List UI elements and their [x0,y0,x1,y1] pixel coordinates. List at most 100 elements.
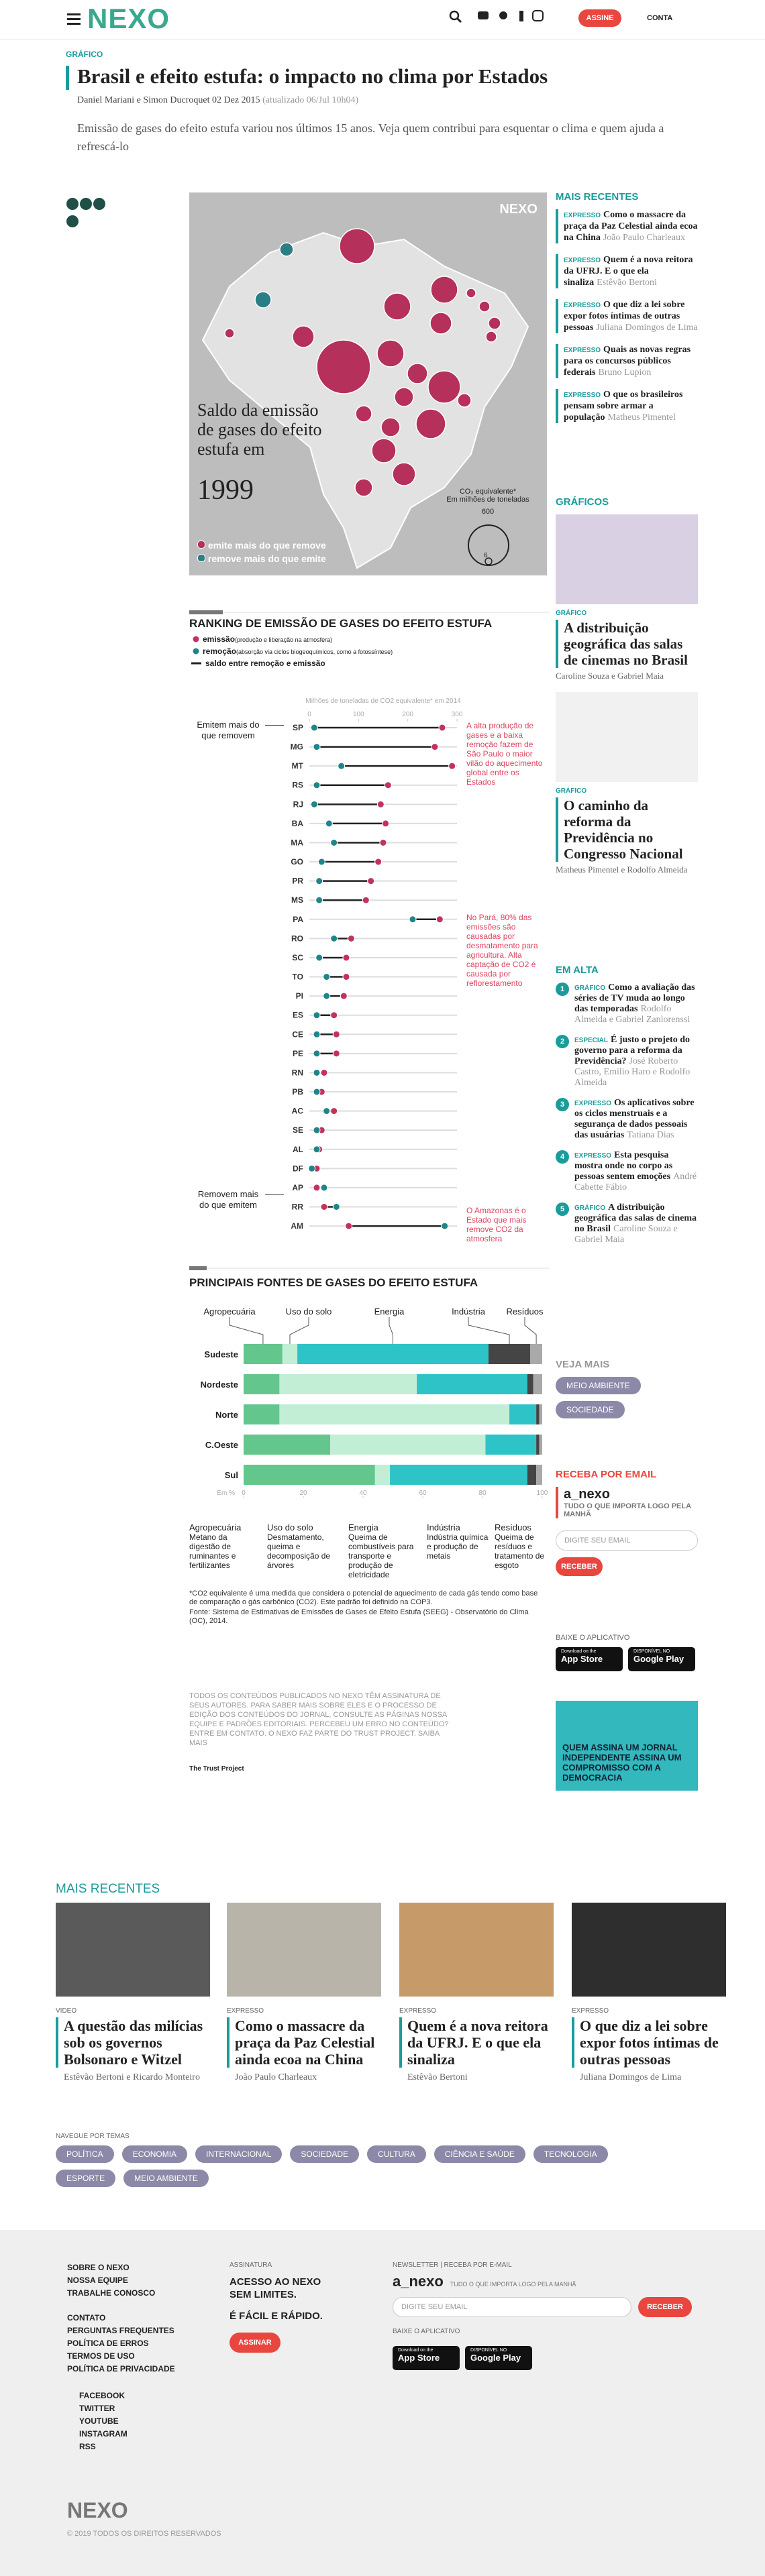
theme-chip[interactable]: SOCIEDADE [290,2145,360,2163]
authors: Daniel Mariani e Simon Ducroquet [77,95,210,105]
footer-link[interactable]: TERMOS DE USO [67,2351,135,2361]
recent-item[interactable]: EXPRESSO O que diz a lei sobre expor foto… [556,299,698,333]
email-button[interactable]: RECEBER [638,2297,692,2317]
trending-item[interactable]: 1 GRÁFICO Como a avaliação das séries de T… [556,983,698,1025]
category-label: PR [292,877,303,886]
sources-chart: PRINCIPAIS FONTES DE GASES DO EFEITO EST… [189,1266,549,1498]
x-tick-label: 300 [452,711,463,718]
email-input[interactable]: DIGITE SEU EMAIL [556,1530,698,1551]
footer-link[interactable]: PERGUNTAS FREQUENTES [67,2326,174,2335]
title-bar [66,66,69,90]
menu-icon[interactable] [67,12,82,25]
badge-big: Google Play [633,1654,684,1664]
app-badge[interactable]: DISPONÍVEL NO Google Play [628,1647,695,1671]
recent-item[interactable]: EXPRESSO O que os brasileiros pensam sobr… [556,389,698,423]
label-connector [524,1317,537,1344]
footer-link[interactable]: NOSSA EQUIPE [67,2276,128,2285]
emission-dot [340,992,348,1000]
photo[interactable] [56,1903,210,1997]
recent-item[interactable]: EXPRESSO Quais as novas regras para os co… [556,344,698,378]
headline[interactable]: A distribuição geográfica das salas de c… [556,620,698,668]
headline[interactable]: A questão das milícias sob os governos B… [56,2017,210,2068]
footer-link[interactable]: TRABALHE CONOSCO [67,2288,156,2298]
section-heading: MAIS RECENTES [56,1882,160,1896]
footer-link[interactable]: POLÍTICA DE ERROS [67,2339,149,2348]
sub-button[interactable]: ASSINAR [230,2333,280,2353]
legend-emit: emite mais do que remove [207,540,326,551]
bar-segment [533,1374,542,1394]
share-icons[interactable] [66,197,113,231]
theme-chip[interactable]: ESPORTE [56,2170,116,2187]
trending-item[interactable]: 5 GRÁFICO A distribuição geográfica das sa… [556,1202,698,1245]
category-label: PE [293,1049,303,1058]
x-tick-label: 60 [419,1490,427,1497]
email-button[interactable]: RECEBER [556,1557,603,1576]
photo[interactable] [399,1903,554,1997]
legend-swatch [192,635,200,643]
trending-item[interactable]: 2 ESPECIAL É justo o projeto do governo pa… [556,1035,698,1088]
headline[interactable]: Como o massacre da praça da Paz Celestia… [227,2017,381,2068]
headline[interactable]: O caminho da reforma da Previdência no C… [556,797,698,862]
trending-item[interactable]: 4 EXPRESSO Esta pesquisa mostra onde no co… [556,1150,698,1193]
footer-link[interactable]: SOBRE O NEXO [67,2263,130,2272]
theme-chip[interactable]: CIÊNCIA E SAÚDE [434,2145,525,2163]
headline[interactable]: Quem é a nova reitora da UFRJ. E o que e… [399,2017,554,2068]
category-label: TO [293,972,303,982]
author: José Roberto Castro, Emilio Haro e Rodol… [574,1056,691,1088]
copyright: © 2019 TODOS OS DIREITOS RESERVADOS [67,2530,221,2538]
author: Estêvão Bertoni [597,278,657,288]
subscribe-button[interactable]: ASSINE [578,9,621,27]
app-badge[interactable]: Download on the App Store [556,1647,623,1671]
ad-text: QUEM ASSINA UM JORNAL INDEPENDENTE ASSIN… [562,1742,682,1783]
author: Bruno Lupion [598,368,652,378]
label: BAIXE O APLICATIVO [393,2328,460,2335]
theme-chip[interactable]: INTERNACIONAL [195,2145,283,2163]
photo[interactable] [572,1903,726,1997]
thumbnail[interactable] [556,514,698,604]
footer-link[interactable]: YOUTUBE [79,2416,119,2426]
theme-chip[interactable]: CULTURA [367,2145,426,2163]
themes-heading: NAVEGUE POR TEMAS [56,2133,130,2140]
app-badge[interactable]: Download on the App Store [393,2346,460,2370]
kicker: EXPRESSO [227,2007,264,2015]
charts-list: GRÁFICOS GRÁFICO A distribuição geográfica… [556,496,698,886]
theme-chip[interactable]: MEIO AMBIENTE [123,2170,209,2187]
email-input[interactable]: DIGITE SEU EMAIL [393,2297,631,2317]
footnote: *CO2 equivalente é uma medida que consid… [189,1589,538,1606]
chart-title: PRINCIPAIS FONTES DE GASES DO EFEITO EST… [189,1276,478,1289]
footer-link[interactable]: POLÍTICA DE PRIVACIDADE [67,2364,175,2373]
footer-link[interactable]: RSS [79,2442,96,2451]
app-badge[interactable]: DISPONÍVEL NO Google Play [465,2346,532,2370]
removal-dot [315,954,323,962]
footer-newsletter: NEWSLETTER | RECEBA POR E-MAIL a_nexo TUDO… [393,2261,701,2335]
headline[interactable]: O que diz a lei sobre expor fotos íntima… [572,2017,726,2068]
footer-link[interactable]: TWITTER [79,2404,115,2413]
author: João Paulo Charleaux [235,2072,317,2082]
account-link[interactable]: CONTA [647,14,673,22]
footer-link[interactable]: FACEBOOK [79,2391,125,2400]
theme-chip[interactable]: POLÍTICA [56,2145,114,2163]
kicker: GRÁFICO [556,610,587,617]
topic-chip[interactable]: SOCIEDADE [556,1401,625,1418]
removal-dot [313,1011,321,1019]
recent-item[interactable]: EXPRESSO Como o massacre da praça da Paz … [556,209,698,243]
topic-chip[interactable]: MEIO AMBIENTE [556,1377,641,1394]
theme-chip[interactable]: ECONOMIA [121,2145,188,2163]
category-label: DF [293,1164,303,1173]
photo[interactable] [227,1903,381,1997]
category-label: AP [292,1183,303,1192]
category-label: MS [291,895,303,905]
trending-item[interactable]: 3 EXPRESSO Os aplicativos sobre os ciclos … [556,1098,698,1141]
recent-item[interactable]: EXPRESSO Quem é a nova reitora da UFRJ. E… [556,254,698,288]
thumbnail[interactable] [556,692,698,782]
theme-chip[interactable]: TECNOLOGIA [533,2145,608,2163]
footer-link[interactable]: CONTATO [67,2313,106,2322]
logo[interactable]: NEXO [87,3,170,34]
headline: A distribuição geográfica das salas de c… [574,1202,697,1234]
footer-link[interactable]: INSTAGRAM [79,2429,128,2439]
footer [0,2230,765,2576]
bar-segment [297,1344,489,1364]
category-label: Sudeste [204,1349,238,1359]
kicker: VIDEO [56,2007,77,2015]
series-label: Agropecuária [203,1306,256,1317]
